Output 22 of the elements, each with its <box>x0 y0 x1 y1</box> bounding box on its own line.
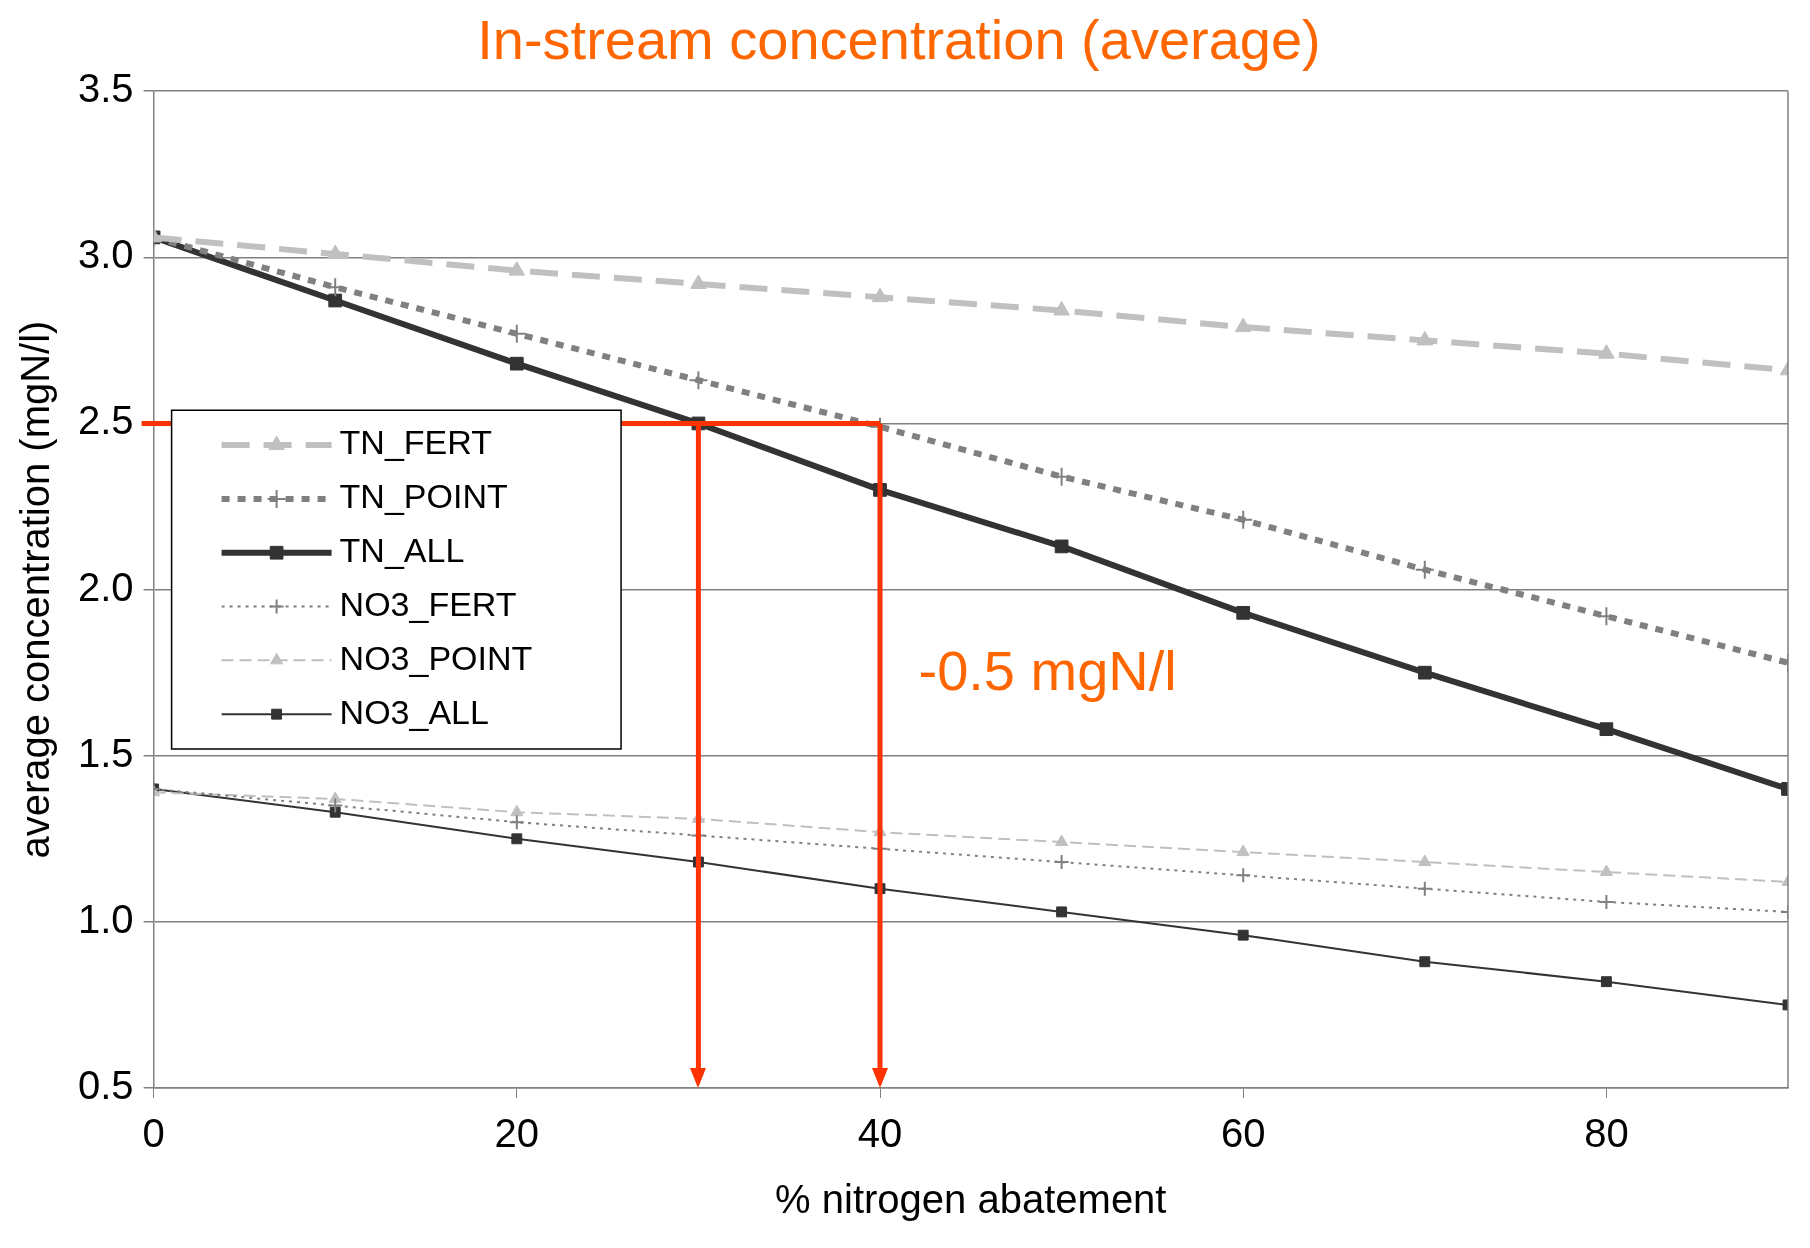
legend-label: NO3_FERT <box>339 584 517 623</box>
legend-label: NO3_ALL <box>339 692 489 731</box>
x-tick-label: 0 <box>142 1111 165 1156</box>
y-tick-label: 2.5 <box>78 398 134 443</box>
x-tick-label: 80 <box>1584 1111 1629 1156</box>
y-tick-label: 3.5 <box>78 66 134 111</box>
y-tick-label: 1.0 <box>78 896 134 941</box>
x-tick-label: 20 <box>494 1111 540 1156</box>
chart-title: In-stream concentration (average) <box>477 8 1321 72</box>
legend-label: TN_POINT <box>339 477 508 516</box>
legend-label: TN_FERT <box>339 423 492 462</box>
x-axis-title: % nitrogen abatement <box>775 1177 1167 1222</box>
y-axis-title: average concentration (mgN/l) <box>13 320 58 859</box>
y-tick-label: 2.0 <box>78 564 134 609</box>
annotation: -0.5 mgN/l <box>918 638 1177 702</box>
x-tick-label: 60 <box>1220 1111 1266 1156</box>
y-tick-label: 3.0 <box>78 232 134 277</box>
y-tick-label: 0.5 <box>78 1063 134 1108</box>
legend-label: TN_ALL <box>339 531 465 570</box>
x-tick-label: 40 <box>857 1111 903 1156</box>
legend-label: NO3_POINT <box>339 638 533 677</box>
y-tick-label: 1.5 <box>78 730 134 775</box>
